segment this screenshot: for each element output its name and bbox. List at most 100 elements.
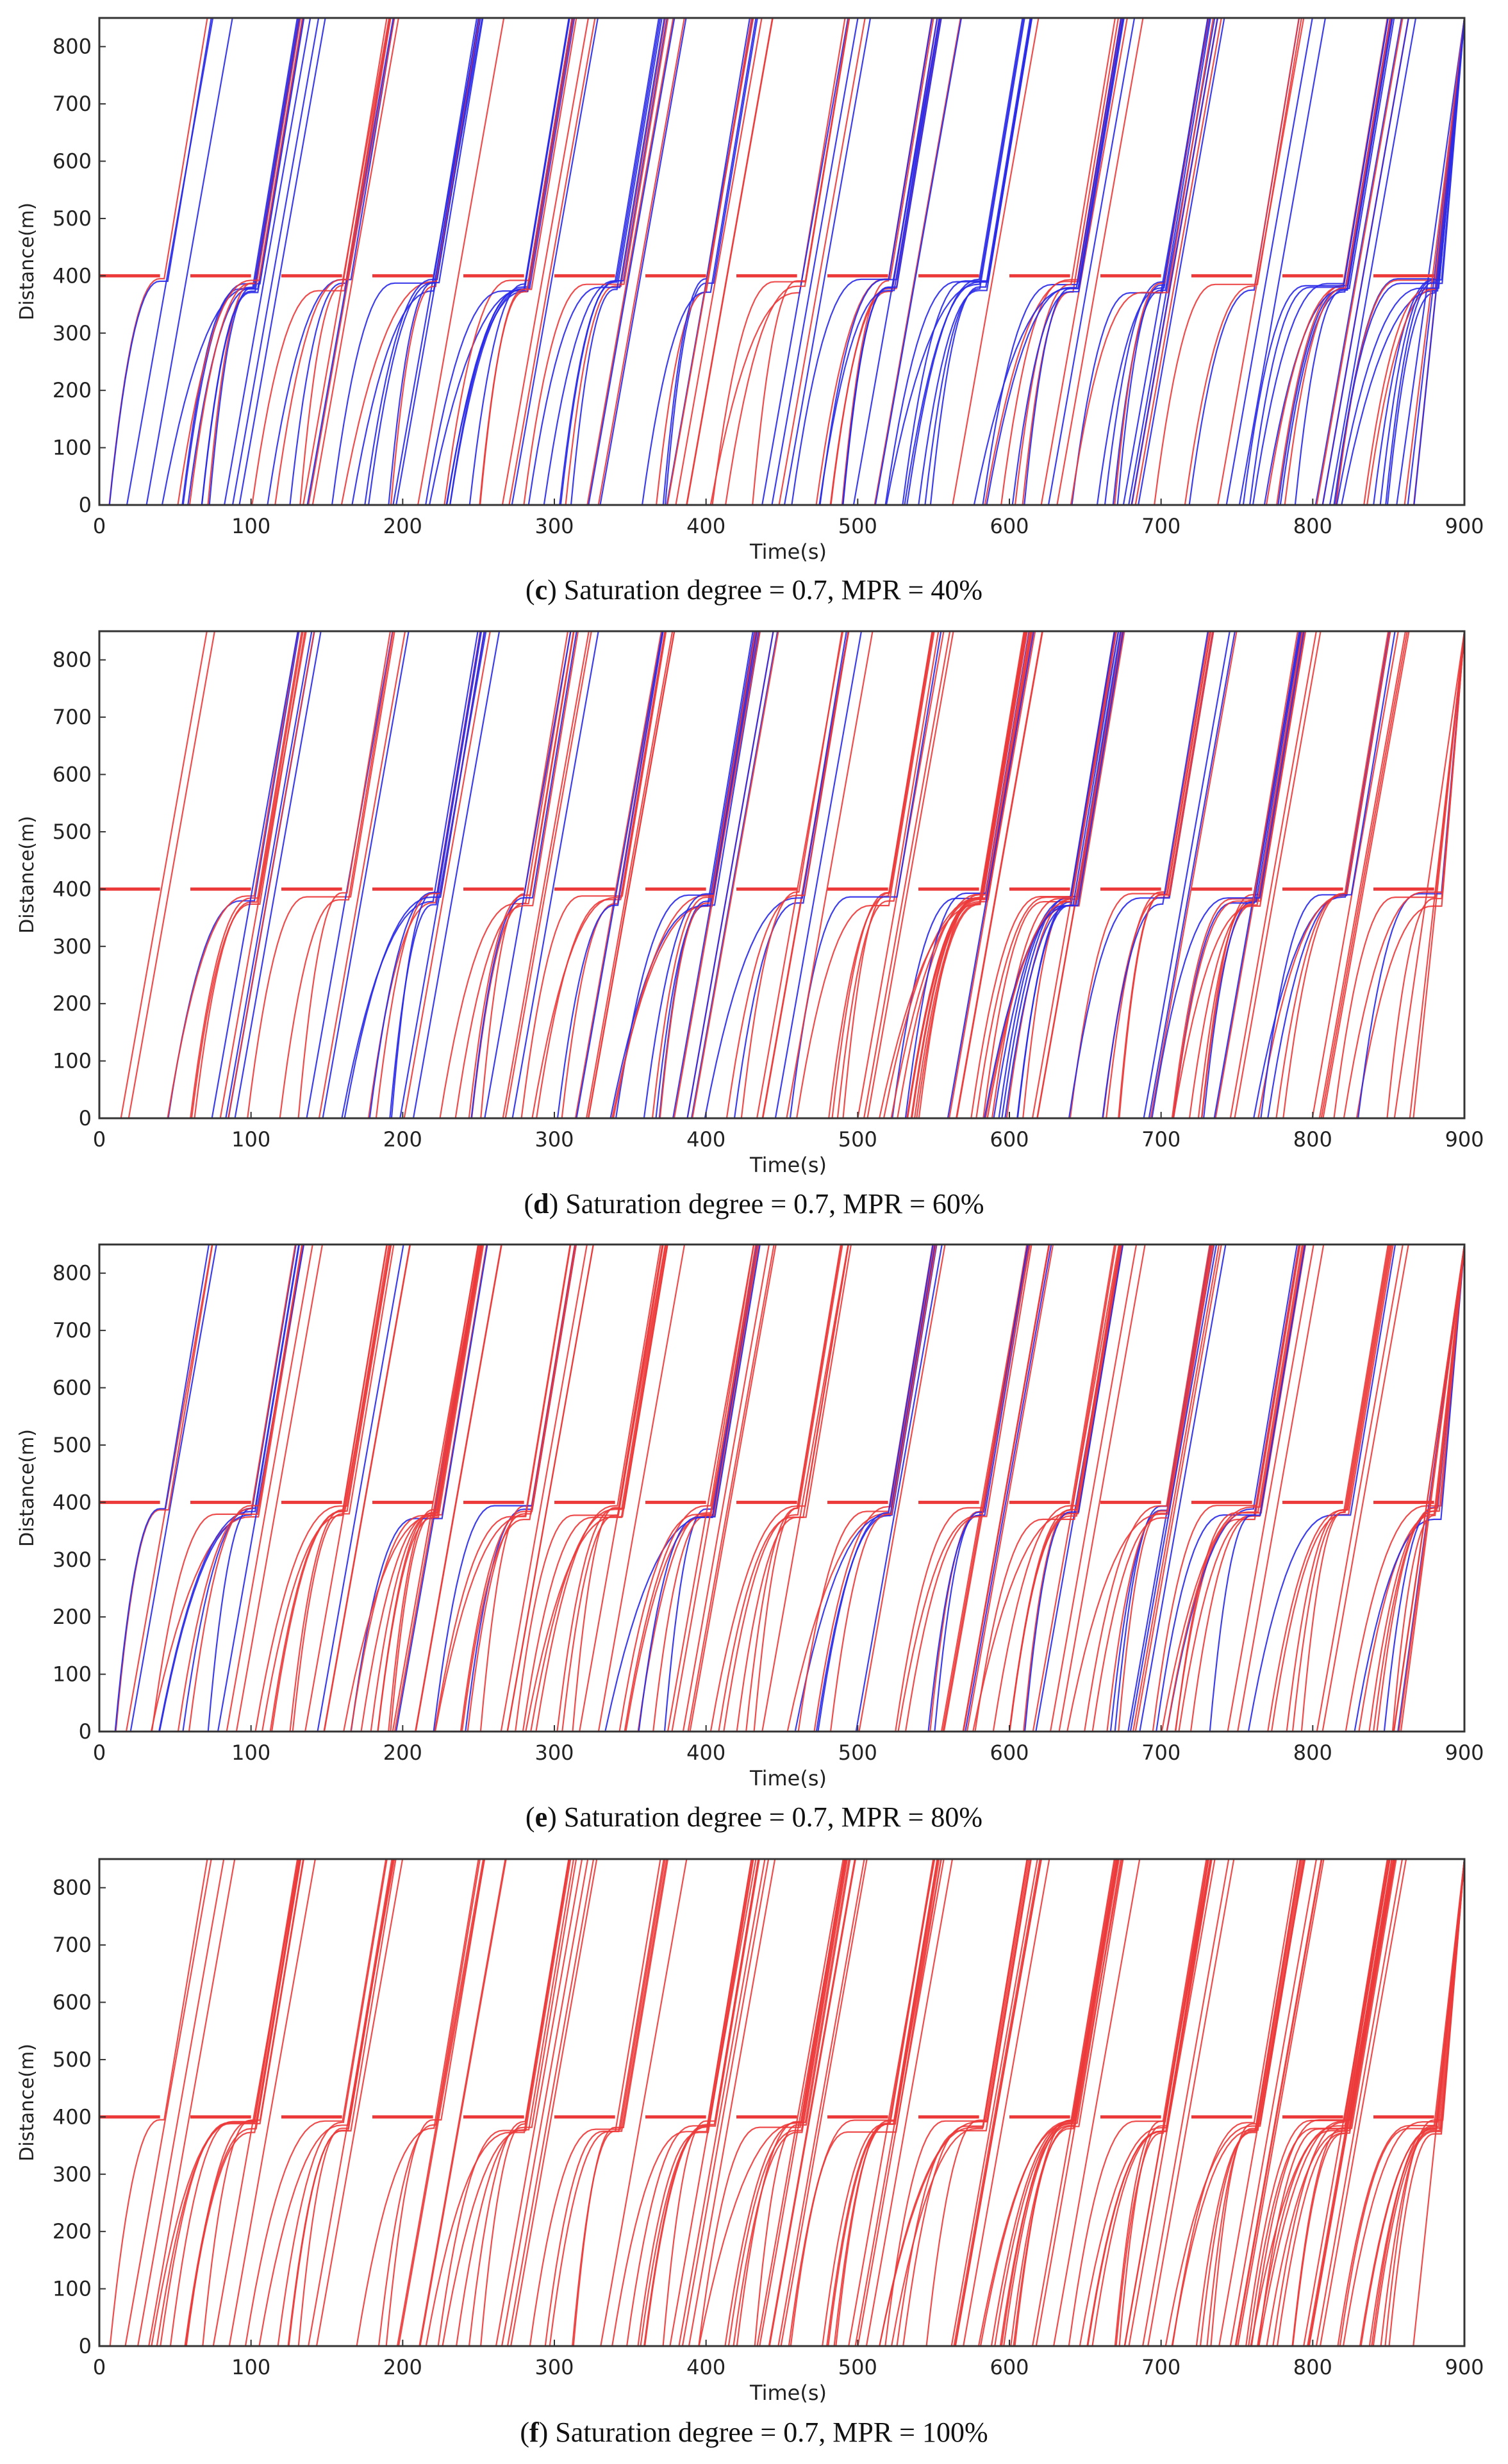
- hdv-trajectory: [501, 1858, 589, 2347]
- hdv-trajectory: [972, 1244, 1117, 1732]
- hdv-trajectory: [128, 631, 215, 1119]
- hdv-trajectory: [1371, 1858, 1466, 2347]
- cav-trajectory: [484, 631, 572, 1119]
- x-tick-label: 800: [1293, 1127, 1332, 1152]
- hdv-trajectory: [377, 1244, 485, 1732]
- cav-trajectory: [388, 17, 478, 506]
- hdv-trajectory: [350, 1244, 481, 1732]
- hdv-trajectory: [228, 631, 315, 1119]
- cav-trajectory: [791, 17, 933, 506]
- hdv-trajectory: [865, 1858, 954, 2347]
- cav-trajectory: [855, 1244, 943, 1732]
- hdv-trajectory: [169, 1858, 301, 2347]
- hdv-trajectory: [1178, 1244, 1300, 1732]
- hdv-trajectory: [502, 631, 590, 1119]
- cav-trajectory: [1225, 17, 1313, 506]
- y-tick-label: 600: [53, 763, 92, 787]
- hdv-trajectory: [508, 17, 596, 506]
- caption-e: (e) Saturation degree = 0.7, MPR = 80%: [525, 1801, 983, 1833]
- cav-trajectory: [1096, 17, 1210, 506]
- hdv-trajectory: [556, 1244, 668, 1732]
- hdv-trajectory: [1333, 631, 1466, 1119]
- hdv-trajectory: [1339, 1858, 1466, 2347]
- hdv-trajectory: [1316, 17, 1404, 506]
- cav-trajectory: [341, 631, 479, 1119]
- plot-frame: [98, 1858, 1466, 2347]
- chart-panel-d: 0 100 200 300 400 500 600 700 800 900 0 100 200 300 40…: [16, 630, 1484, 1177]
- hdv-trajectory: [188, 1244, 303, 1732]
- hdv-trajectory: [137, 1858, 225, 2347]
- hdv-trajectory: [315, 1858, 404, 2347]
- hdv-trajectory: [1172, 631, 1306, 1119]
- cav-trajectory: [1333, 17, 1466, 506]
- cav-trajectory: [1024, 1244, 1124, 1732]
- hdv-trajectory: [1091, 1244, 1214, 1732]
- cav-trajectory: [1386, 17, 1466, 506]
- cav-trajectory: [1373, 17, 1466, 506]
- x-tick-label: 600: [990, 514, 1029, 538]
- hdv-trajectory: [1291, 1244, 1390, 1732]
- hdv-trajectory: [925, 1858, 1030, 2347]
- hdv-trajectory: [549, 1858, 665, 2347]
- x-tick-label: 600: [990, 1127, 1029, 1152]
- hdv-trajectory: [992, 1244, 1123, 1732]
- cav-trajectory: [982, 17, 1122, 506]
- cav-trajectory: [704, 631, 847, 1119]
- hdv-trajectory: [1142, 1858, 1230, 2347]
- cav-trajectory: [1203, 631, 1302, 1119]
- hdv-trajectory: [675, 17, 763, 506]
- hdv-trajectory: [777, 1858, 865, 2347]
- hdv-trajectory: [1172, 1858, 1298, 2347]
- hdv-trajectory: [277, 1858, 388, 2347]
- y-tick-label: 200: [53, 1605, 92, 1629]
- hdv-trajectory: [188, 17, 300, 506]
- cav-trajectory: [1188, 17, 1300, 506]
- cav-trajectory: [664, 17, 758, 506]
- hdv-trajectory: [1316, 1244, 1404, 1732]
- hdv-trajectory: [659, 631, 757, 1119]
- hdv-trajectory: [1058, 1244, 1146, 1732]
- hdv-trajectory: [535, 1244, 661, 1732]
- hdv-trajectory: [251, 17, 390, 506]
- hdv-trajectory: [884, 1858, 1032, 2347]
- hdv-trajectory: [148, 1858, 236, 2347]
- trajectory-group: [120, 631, 1466, 1119]
- hdv-trajectory: [572, 1858, 668, 2347]
- cav-trajectory: [986, 17, 1122, 506]
- cav-trajectory: [934, 1244, 1029, 1732]
- hdv-trajectory: [454, 631, 579, 1119]
- plot-frame: [98, 1243, 1466, 1733]
- cav-trajectory: [317, 1244, 404, 1732]
- hdv-trajectory: [1315, 1858, 1404, 2347]
- cav-trajectory: [433, 1244, 576, 1732]
- hdv-trajectory: [1250, 1858, 1390, 2347]
- cav-trajectory: [924, 17, 1025, 506]
- hdv-trajectory: [753, 1244, 842, 1732]
- hdv-trajectory: [1248, 1858, 1397, 2347]
- hdv-trajectory: [1322, 631, 1410, 1119]
- hdv-trajectory: [1258, 1858, 1389, 2347]
- hdv-trajectory: [1210, 1858, 1305, 2347]
- cav-trajectory: [412, 631, 501, 1119]
- hdv-trajectory: [1022, 631, 1123, 1119]
- cav-trajectory: [364, 17, 481, 506]
- cav-trajectory: [211, 631, 299, 1119]
- cav-trajectory: [662, 17, 750, 506]
- hdv-trajectory: [150, 1244, 304, 1732]
- x-axis-label: Time(s): [749, 1153, 827, 1177]
- hdv-trajectory: [1257, 1858, 1395, 2347]
- hdv-trajectory: [190, 631, 306, 1119]
- trajectory-group: [108, 17, 1466, 506]
- hdv-trajectory: [786, 631, 874, 1119]
- hdv-trajectory: [235, 1244, 324, 1732]
- y-tick-label: 300: [53, 2162, 92, 2187]
- hdv-trajectory: [1161, 1244, 1305, 1732]
- hdv-trajectory: [1032, 1244, 1120, 1732]
- cav-trajectory: [201, 17, 304, 506]
- hdv-trajectory: [124, 1858, 212, 2347]
- caption-text: Saturation degree = 0.7, MPR = 40%: [563, 574, 983, 606]
- cav-trajectory: [904, 631, 1030, 1119]
- y-tick-label: 500: [53, 820, 92, 844]
- hdv-trajectory: [1345, 1244, 1466, 1732]
- hdv-trajectory: [311, 17, 399, 506]
